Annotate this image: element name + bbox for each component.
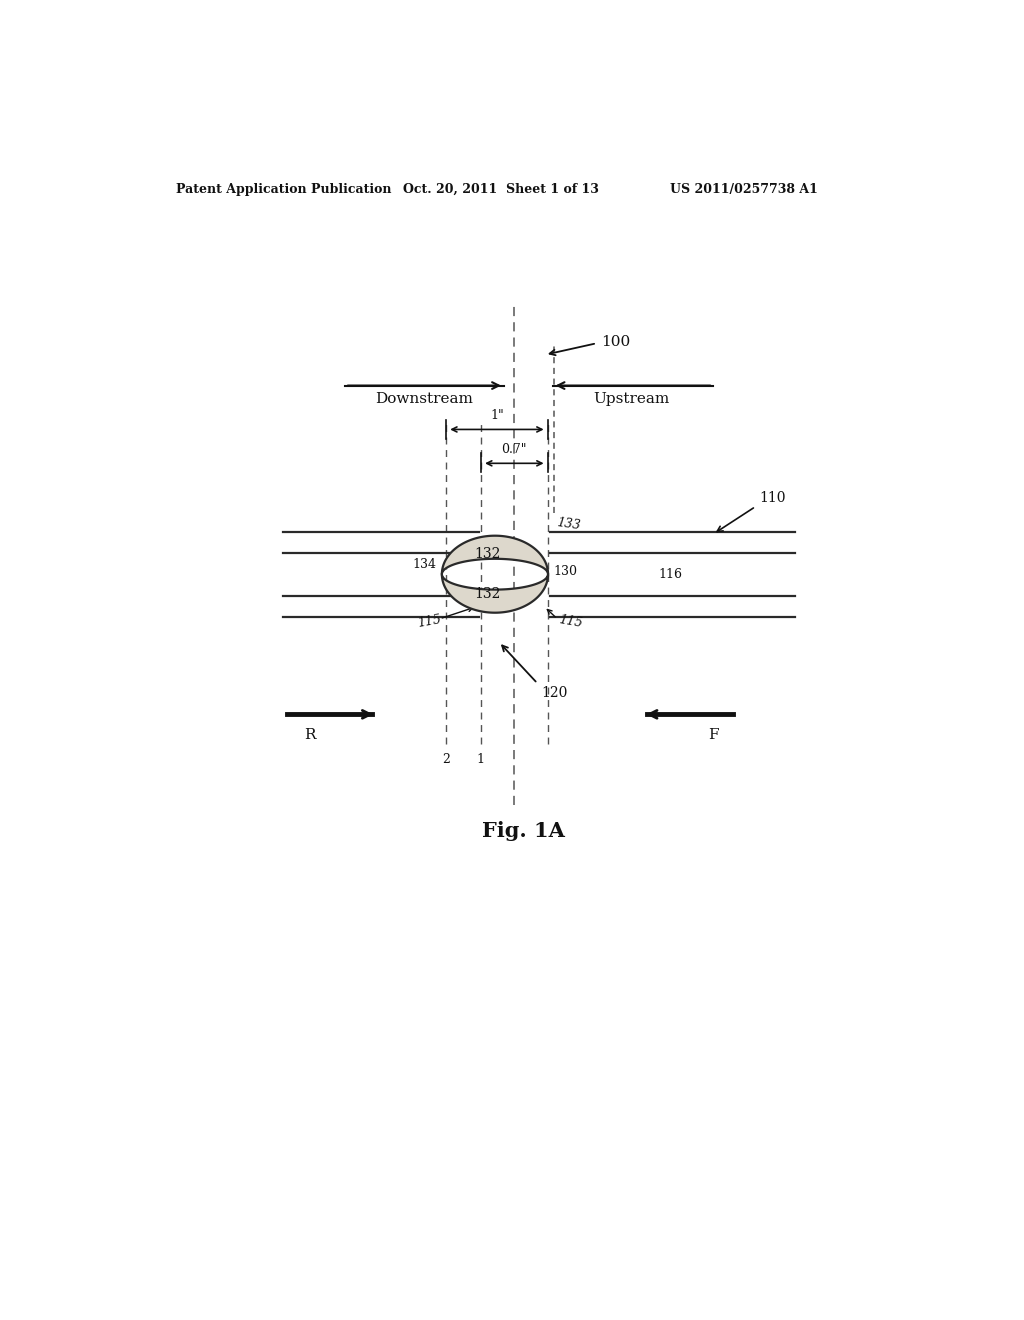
Text: 100: 100 (601, 335, 630, 348)
Text: Patent Application Publication: Patent Application Publication (176, 183, 391, 197)
Polygon shape (442, 574, 548, 612)
Text: Oct. 20, 2011  Sheet 1 of 13: Oct. 20, 2011 Sheet 1 of 13 (403, 183, 599, 197)
Text: Downstream: Downstream (375, 392, 473, 405)
Text: 134: 134 (413, 558, 436, 572)
Text: US 2011/0257738 A1: US 2011/0257738 A1 (671, 183, 818, 197)
Text: 130: 130 (554, 565, 578, 578)
Text: 132: 132 (474, 548, 501, 561)
Text: 120: 120 (542, 686, 568, 700)
Text: 2: 2 (441, 752, 450, 766)
Text: 1": 1" (490, 409, 504, 422)
Text: R: R (304, 729, 315, 742)
Text: 115: 115 (557, 614, 584, 631)
Text: 110: 110 (760, 491, 786, 506)
Text: 0.7": 0.7" (502, 442, 527, 455)
Text: Upstream: Upstream (594, 392, 670, 405)
Text: 115: 115 (416, 614, 442, 631)
Text: F: F (708, 729, 719, 742)
Polygon shape (442, 536, 548, 574)
Text: Fig. 1A: Fig. 1A (482, 821, 564, 841)
Text: 132: 132 (474, 587, 501, 601)
Text: 133: 133 (556, 516, 582, 532)
Text: 1: 1 (476, 752, 484, 766)
Text: 116: 116 (658, 568, 683, 581)
